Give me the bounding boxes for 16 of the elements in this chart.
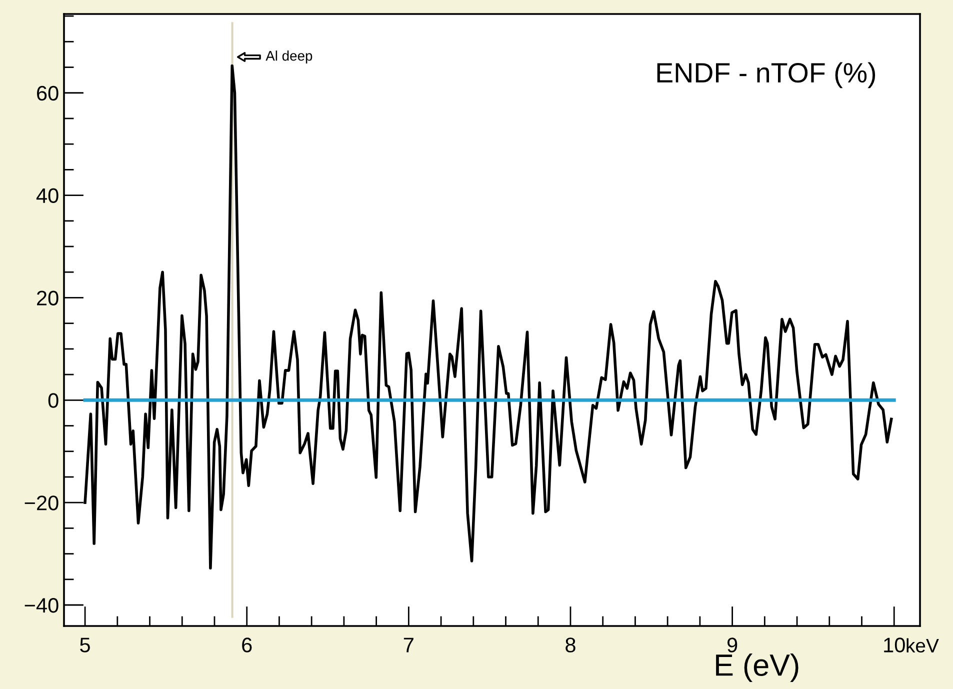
y-tick-label: 60	[37, 86, 58, 101]
y-tick-label: 40	[36, 188, 58, 204]
x-tick-label: 10	[884, 638, 905, 652]
x-tick-label: 5	[80, 638, 90, 652]
y-tick-label: 20	[37, 290, 58, 306]
text: keV	[906, 638, 939, 653]
x-tick-label: 6	[242, 638, 252, 652]
y-tick-label: −20	[24, 496, 58, 510]
annotation: ENDF - nTOF (%)	[657, 62, 876, 88]
y-tick-label: −40	[24, 598, 58, 613]
x-axis-title: E (eV)	[716, 654, 798, 682]
y-tick-label: 0	[48, 393, 58, 408]
x-tick-label: 9	[727, 638, 738, 652]
annotation: Al deep	[266, 50, 312, 64]
x-tick-label: 7	[404, 638, 414, 652]
x-tick-label: 8	[566, 638, 576, 652]
